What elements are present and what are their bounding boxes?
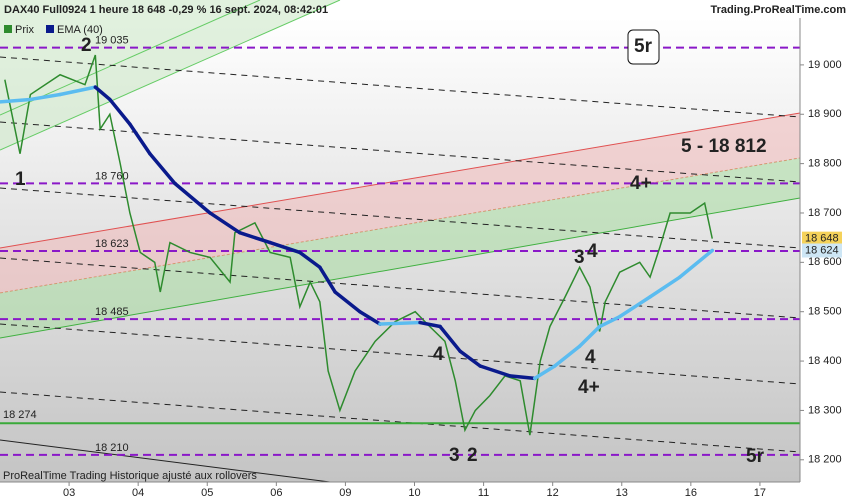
ema-segment [58,85,98,97]
ema-tag-label: 18 624 [805,244,839,256]
ema-segment [173,181,212,215]
level-label: 18 623 [95,238,129,250]
wave-label: 4 [433,344,444,365]
legend-swatch [46,25,54,33]
label-box [627,29,660,65]
x-tick-label: 06 [270,487,282,499]
ema-segment [318,265,337,294]
ema-segment [648,275,682,299]
ema-segment [577,324,602,349]
y-tick-label: 18 700 [808,207,842,219]
ema-segment [237,230,272,245]
y-tick-label: 19 000 [808,59,842,71]
ema-segment [552,344,582,368]
x-tick-label: 17 [754,487,766,499]
x-tick-label: 10 [408,487,420,499]
ema-segment [268,240,302,255]
y-tick-label: 18 400 [808,355,842,367]
x-tick-label: 03 [63,487,75,499]
wave-label: 3 [449,445,460,466]
level-label: 18 485 [95,306,129,318]
wave-label: 4+ [630,173,652,194]
ema-segment [508,374,537,381]
chart-title: DAX40 Full0924 1 heure 18 648 -0,29 % 16… [4,4,328,16]
y-axis-panel [800,18,850,500]
ema-segment [438,324,462,353]
level-label: 19 035 [95,35,129,47]
y-tick-label: 18 300 [808,404,842,416]
legend-swatch [4,25,12,33]
target-label: 5 - 18 812 [681,136,767,157]
legend-label: EMA (40) [57,24,103,36]
ema-segment [93,85,112,102]
y-tick-label: 18 500 [808,306,842,318]
wave-label: 5r [746,446,765,467]
legend-label: Prix [15,24,34,36]
ema-segment [128,122,152,156]
ema-segment [678,248,715,279]
ema-segment [478,364,512,378]
ema-segment [208,211,242,235]
ema-segment [617,295,652,319]
wave-label: 2 [467,445,478,466]
wave-label: 1 [15,169,26,190]
support-label: 18 274 [3,409,37,421]
ema-segment [0,97,33,104]
x-tick-label: 05 [201,487,213,499]
y-tick-label: 18 200 [808,454,842,466]
y-tick-label: 18 900 [808,108,842,120]
level-label: 18 760 [95,170,129,182]
x-tick-label: 04 [132,487,144,499]
wave-label: 3 [574,247,585,268]
ema-tag [802,243,842,258]
ema-segment [418,320,442,329]
ema-segment [298,250,322,270]
x-axis-panel [0,482,800,500]
x-tick-label: 12 [547,487,559,499]
ema-segment [148,151,177,186]
x-tick-label: 13 [616,487,628,499]
ema-segment [532,364,557,381]
wave-label: 5r [634,36,653,57]
x-tick-label: 11 [478,487,489,499]
wave-label: 4 [585,347,596,368]
x-tick-label: 16 [685,487,697,499]
y-tick-label: 18 600 [808,256,842,268]
ema-segment [378,320,422,326]
x-tick-label: 09 [339,487,351,499]
ema-segment [28,92,62,102]
annotations: 1 2 3 2 4 3 4 4 4+ 4+ 5 - 18 812 5r 5r [15,29,767,467]
level-label: 18 210 [95,442,129,454]
ema-segment [358,309,382,326]
wave-label: 4+ [578,377,600,398]
price-tag-label: 18 648 [805,233,839,245]
source: Trading.ProRealTime.com [710,4,846,16]
wave-label: 2 [81,35,92,56]
y-tick-label: 18 800 [808,158,842,170]
price-tag [802,231,842,246]
ema-segment [333,290,362,314]
wave-label: 4 [587,241,598,262]
ema-segment [458,349,482,368]
ema-segment [597,314,622,329]
footer: ProRealTime Trading Historique ajusté au… [3,470,257,482]
ema-segment [108,97,132,126]
